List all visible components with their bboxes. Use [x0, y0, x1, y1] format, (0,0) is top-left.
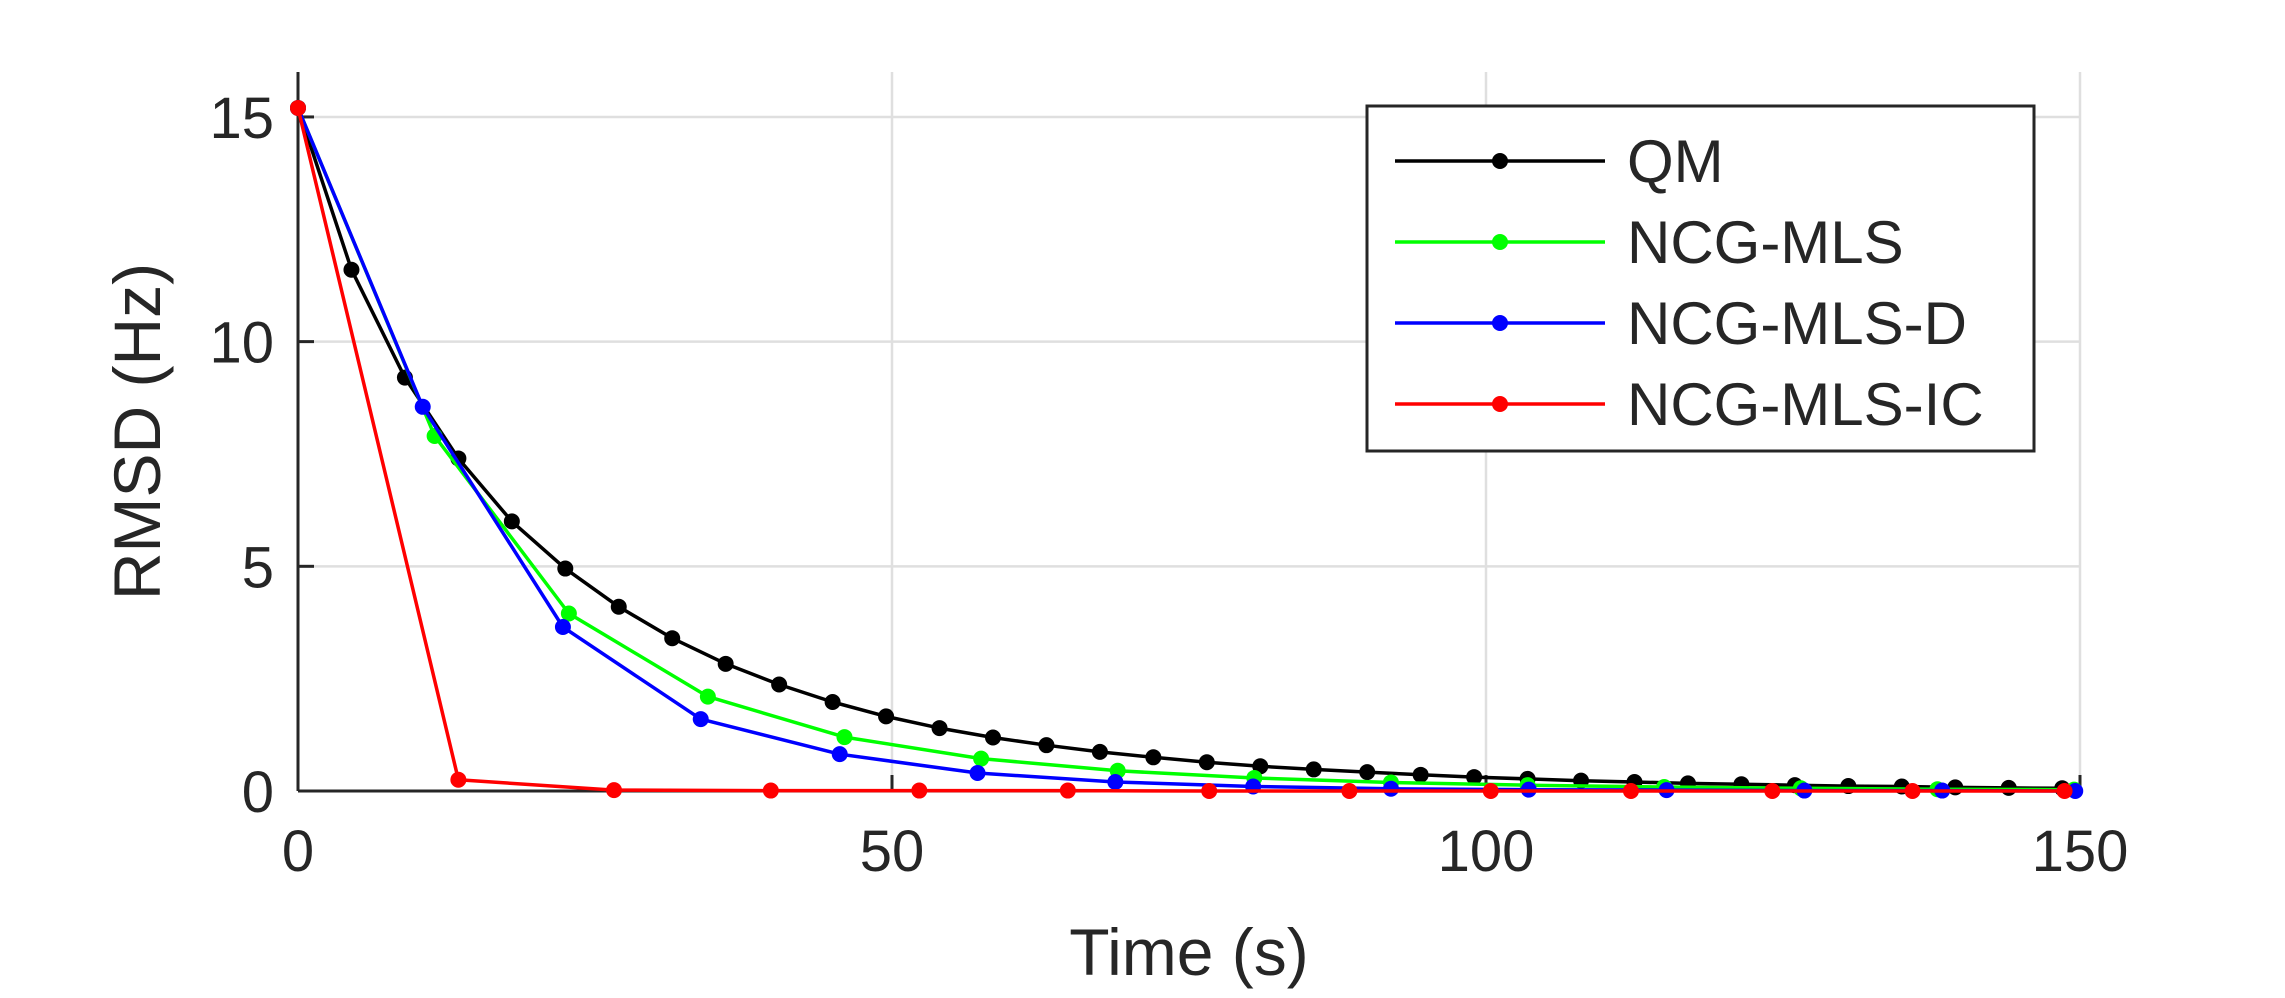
data-point — [911, 782, 928, 799]
data-point — [1904, 783, 1921, 799]
data-point — [1412, 766, 1429, 783]
data-point — [717, 655, 734, 672]
legend-label: NCG-MLS-IC — [1627, 371, 1984, 438]
data-point — [1764, 783, 1781, 799]
series-layer — [290, 99, 2084, 799]
y-tick-label: 15 — [209, 86, 274, 151]
legend-marker — [1492, 153, 1508, 169]
data-point — [1145, 749, 1162, 766]
data-point — [1359, 764, 1376, 781]
x-tick-label: 0 — [282, 819, 314, 884]
data-point — [762, 782, 779, 799]
x-axis-title: Time (s) — [1069, 915, 1309, 989]
legend-label: QM — [1627, 128, 1724, 195]
data-point — [664, 630, 681, 647]
data-point — [824, 694, 841, 711]
data-point — [414, 398, 431, 415]
legend-label: NCG-MLS — [1627, 209, 1904, 276]
y-tick-label: 5 — [242, 535, 274, 600]
data-point — [1198, 754, 1215, 771]
data-point — [1382, 780, 1399, 797]
legend-label: NCG-MLS-D — [1627, 290, 1967, 357]
data-point — [1107, 774, 1124, 791]
data-point — [560, 605, 577, 622]
data-point — [771, 676, 788, 693]
data-point — [343, 261, 360, 278]
data-point — [1341, 783, 1358, 799]
data-point — [450, 771, 467, 788]
data-point — [606, 782, 623, 799]
data-point — [969, 765, 986, 782]
data-point — [699, 688, 716, 705]
legend-entry: QM — [1395, 128, 1724, 195]
legend-box — [1365, 104, 2036, 453]
legend: QM NCG-MLS NCG-MLS-D NCG-MLS-IC — [1365, 104, 2036, 453]
data-point — [610, 598, 627, 615]
data-point — [1305, 761, 1322, 778]
legend-entry: NCG-MLS — [1395, 209, 1904, 276]
y-tick-label: 10 — [209, 311, 274, 376]
data-point — [984, 729, 1001, 746]
data-point — [1466, 769, 1483, 786]
data-point — [1622, 783, 1639, 799]
legend-entry: NCG-MLS-IC — [1395, 371, 1984, 438]
data-point — [2056, 783, 2073, 799]
data-point — [692, 711, 709, 728]
data-point — [831, 746, 848, 763]
data-point — [503, 513, 520, 530]
legend-marker — [1492, 396, 1508, 412]
data-point — [1038, 737, 1055, 754]
data-point — [1091, 743, 1108, 760]
legend-entry: NCG-MLS-D — [1395, 290, 1967, 357]
y-axis-title: RMSD (Hz) — [100, 263, 174, 600]
data-point — [836, 729, 853, 746]
tick-labels-layer: 0 50 100 150 0 5 10 15 — [209, 86, 2128, 884]
data-point — [931, 720, 948, 737]
data-point — [1059, 782, 1076, 799]
x-tick-label: 100 — [1438, 819, 1535, 884]
data-point — [1201, 783, 1218, 799]
legend-marker — [1492, 234, 1508, 250]
data-point — [1482, 783, 1499, 799]
x-tick-label: 50 — [860, 819, 925, 884]
legend-marker — [1492, 315, 1508, 331]
data-point — [290, 99, 306, 116]
data-point — [554, 618, 571, 635]
y-tick-label: 0 — [242, 760, 274, 825]
data-point — [878, 708, 895, 725]
series-ncg-mls-ic — [290, 99, 2073, 799]
data-point — [973, 750, 990, 767]
data-point — [557, 560, 574, 577]
x-tick-label: 150 — [2032, 819, 2129, 884]
